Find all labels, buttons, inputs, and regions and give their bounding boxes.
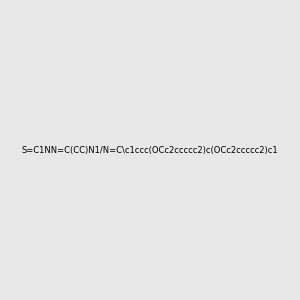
Text: S=C1NN=C(CC)N1/N=C\c1ccc(OCc2ccccc2)c(OCc2ccccc2)c1: S=C1NN=C(CC)N1/N=C\c1ccc(OCc2ccccc2)c(OC… <box>22 146 278 154</box>
